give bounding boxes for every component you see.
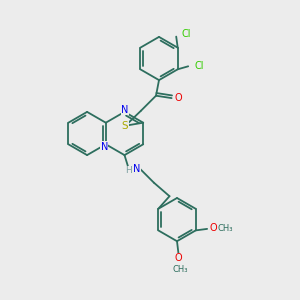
- Text: CH₃: CH₃: [218, 224, 233, 233]
- Text: O: O: [175, 253, 182, 263]
- Text: CH₃: CH₃: [172, 265, 188, 274]
- Text: O: O: [210, 223, 218, 233]
- Text: H: H: [125, 166, 132, 175]
- Text: O: O: [174, 93, 182, 103]
- Text: N: N: [122, 105, 129, 115]
- Text: N: N: [133, 164, 140, 174]
- Text: Cl: Cl: [195, 61, 204, 71]
- Text: Cl: Cl: [181, 28, 191, 39]
- Text: N: N: [100, 142, 108, 152]
- Text: S: S: [122, 121, 128, 131]
